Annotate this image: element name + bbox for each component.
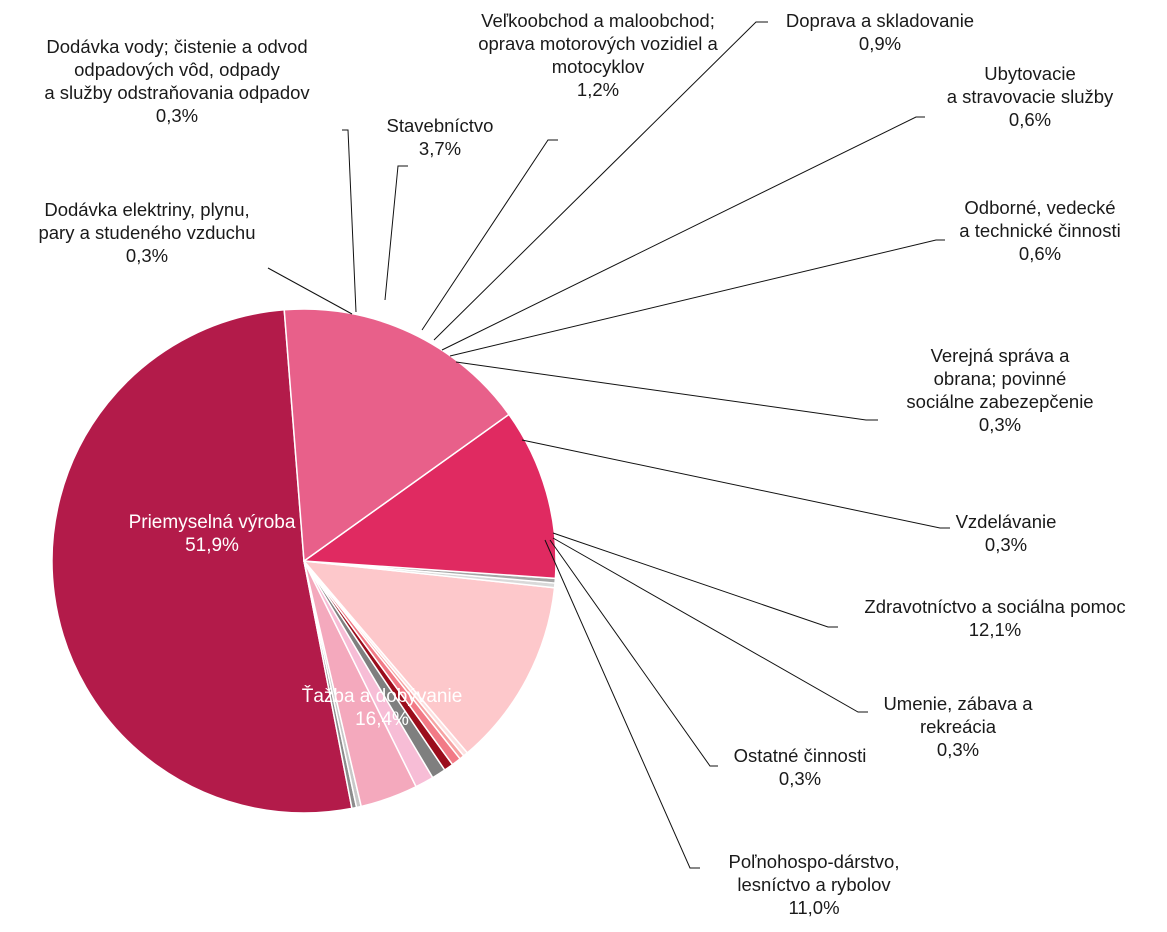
slice-label-3: Stavebníctvo 3,7% [387,115,494,159]
slice-label-0: Priemyselná výroba 51,9% [129,512,296,556]
leader-line-13 [544,539,700,869]
slice-label-10: Zdravotníctvo a sociálna pomoc 12,1% [864,596,1125,640]
leader-line-7 [449,239,945,357]
slice-name-label: motocyklov [552,56,645,77]
slice-name-label: lesníctvo a rybolov [737,874,891,895]
slice-value-label: 0,3% [156,105,198,126]
slice-value-label: 0,3% [126,245,168,266]
slice-value-label: 12,1% [969,619,1021,640]
slice-name-label: Umenie, zábava a [883,693,1033,714]
slice-label-13: Poľnohospo-dárstvo, lesníctvo a rybolov 11… [729,851,900,918]
leader-line-2 [342,129,357,313]
slice-label-14: Ťažba a dobývanie 16,4% [302,685,463,730]
slice-label-12: Ostatné činnosti 0,3% [734,745,867,789]
slice-name-label: Dodávka elektriny, plynu, [44,199,249,220]
leader-line-11 [552,537,868,713]
pie-slice-0 [51,309,353,814]
slice-name-label: sociálne zabezepčenie [906,391,1093,412]
slice-name-label: Vzdelávanie [956,511,1057,532]
slice-name-label: Stavebníctvo [387,115,494,136]
leader-line-4 [421,139,558,331]
slice-name-label: Ostatné činnosti [734,745,867,766]
slice-label-9: Vzdelávanie 0,3% [956,511,1057,555]
pie-slices [51,308,557,814]
slice-value-label: 1,2% [577,79,619,100]
slice-value-label: 0,6% [1019,243,1061,264]
slice-name-label: rekreácia [920,716,997,737]
leader-line-6 [441,116,925,351]
slice-name-label: a stravovacie služby [947,86,1114,107]
slice-label-6: Ubytovacie a stravovacie služby 0,6% [947,63,1114,130]
slice-name-label: oprava motorových vozidiel a [478,33,718,54]
pie-slice-10 [303,560,556,754]
pie-slice-14 [283,308,510,562]
slice-name-label: Zdravotníctvo a sociálna pomoc [864,596,1125,617]
leader-lines [267,21,950,869]
slice-name-label: Doprava a skladovanie [786,10,974,31]
slice-label-4: Veľkoobchod a maloobchod; oprava motorový… [478,10,718,100]
slice-name-label: Poľnohospo-dárstvo, [729,851,900,872]
slice-name-label: obrana; povinné [934,368,1067,389]
leader-line-9 [521,439,950,529]
leader-line-5 [433,21,768,341]
slice-label-1: Dodávka elektriny, plynu, pary a studenéh… [38,199,255,266]
slice-value-label: 0,3% [979,414,1021,435]
slice-label-2: Dodávka vody; čistenie a odvod odpadových… [44,36,310,126]
slice-labels: Priemyselná výroba 51,9% Dodávka elektriny… [38,10,1125,918]
slice-value-label: 0,3% [779,768,821,789]
slice-name-label: Odborné, vedecké [964,197,1115,218]
slice-label-11: Umenie, zábava a rekreácia 0,3% [883,693,1033,760]
slice-value-label: 16,4% [355,709,409,730]
slice-value-label: 0,9% [859,33,901,54]
slice-name-label: pary a studeného vzduchu [38,222,255,243]
slice-value-label: 0,3% [985,534,1027,555]
slice-name-label: Priemyselná výroba [129,512,296,533]
slice-name-label: Verejná správa a [931,345,1071,366]
slice-name-label: Ťažba a dobývanie [302,685,463,707]
leader-line-8 [455,361,878,421]
slice-value-label: 11,0% [788,897,839,918]
slice-name-label: a služby odstraňovania odpadov [44,82,310,103]
slice-label-8: Verejná správa a obrana; povinné sociálne … [906,345,1093,435]
slice-name-label: Dodávka vody; čistenie a odvod [46,36,307,57]
slice-value-label: 0,3% [937,739,979,760]
leader-line-12 [549,539,718,767]
slice-name-label: Ubytovacie [984,63,1076,84]
leader-line-10 [552,532,838,628]
slice-label-7: Odborné, vedecké a technické činnosti 0,6% [959,197,1120,264]
leader-line-3 [384,165,408,301]
slice-value-label: 0,6% [1009,109,1051,130]
slice-label-5: Doprava a skladovanie 0,9% [786,10,974,54]
slice-name-label: Veľkoobchod a maloobchod; [481,10,715,31]
slice-name-label: a technické činnosti [959,220,1120,241]
leader-line-1 [267,267,353,315]
slice-value-label: 51,9% [185,535,239,556]
slice-value-label: 3,7% [419,138,461,159]
slice-name-label: odpadových vôd, odpady [74,59,280,80]
